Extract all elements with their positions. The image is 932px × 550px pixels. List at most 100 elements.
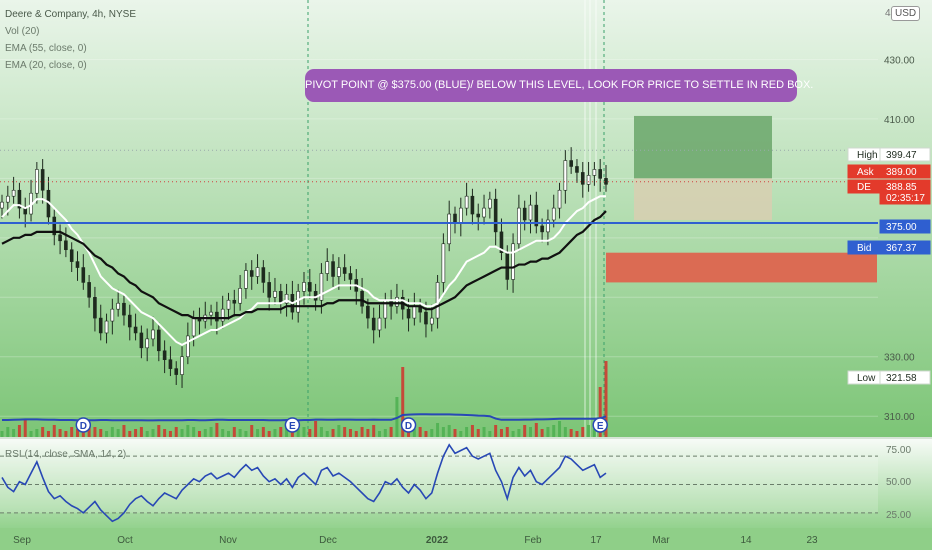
candle-59 xyxy=(342,254,347,281)
event-marker-2: D xyxy=(400,417,417,433)
volume-bar-85 xyxy=(494,425,498,437)
price-label-name-0: High xyxy=(857,150,878,161)
volume-bar-90 xyxy=(523,425,527,437)
candle-body-47 xyxy=(273,291,277,298)
candle-68 xyxy=(395,283,399,314)
volume-bar-76 xyxy=(441,427,445,437)
candle-19 xyxy=(110,298,115,335)
candle-32 xyxy=(186,322,190,365)
rsi-axis-label-1: 50.00 xyxy=(886,477,911,488)
candle-2 xyxy=(11,176,16,204)
candle-36 xyxy=(209,304,213,326)
legend-volume[interactable]: Vol (20) xyxy=(5,26,40,37)
candle-body-32 xyxy=(186,335,190,358)
time-axis-label-7: Mar xyxy=(652,535,670,546)
candle-3 xyxy=(17,182,22,219)
candle-body-29 xyxy=(168,359,173,369)
candle-25 xyxy=(145,328,149,362)
time-axis-label-5: Feb xyxy=(524,535,542,546)
candle-body-71 xyxy=(412,305,417,319)
candle-101 xyxy=(586,162,591,192)
candle-24 xyxy=(139,325,144,359)
volume-bar-102 xyxy=(592,429,596,437)
candle-body-3 xyxy=(17,189,22,209)
ema-lines xyxy=(1,195,607,346)
candle-body-42 xyxy=(244,270,248,289)
candle-body-49 xyxy=(284,294,289,304)
candle-body-10 xyxy=(58,234,62,242)
candle-body-63 xyxy=(366,305,370,319)
pivot-annotation[interactable]: PIVOT POINT @ $375.00 (BLUE)/ BELOW THIS… xyxy=(305,69,813,102)
price-label-value-bg-2 xyxy=(879,179,931,205)
time-axis-label-0: Sep xyxy=(13,535,31,546)
candle-body-82 xyxy=(476,213,481,218)
candle-body-77 xyxy=(447,213,451,245)
candle-body-65 xyxy=(377,317,382,331)
main-pane-background xyxy=(0,0,932,437)
price-axis-label-2: 410.00 xyxy=(884,115,915,126)
currency-button[interactable]: USD xyxy=(891,6,921,21)
candle-45 xyxy=(261,260,266,293)
price-label-value-5: 321.58 xyxy=(886,373,917,384)
volume-bar-42 xyxy=(244,431,248,437)
candle-21 xyxy=(122,295,126,326)
time-axis-label-8: 14 xyxy=(740,535,752,546)
volume-bar-13 xyxy=(76,429,79,437)
volume-bar-99 xyxy=(575,431,579,437)
candle-body-37 xyxy=(215,311,219,322)
price-label-extra-2: 02:35:17 xyxy=(886,193,925,204)
legend-ema-20[interactable]: EMA (20, close, 0) xyxy=(5,60,87,71)
volume-bar-57 xyxy=(331,429,335,437)
candle-body-95 xyxy=(551,207,556,221)
candle-28 xyxy=(162,340,167,374)
candle-body-84 xyxy=(488,198,492,209)
candle-body-9 xyxy=(52,216,57,236)
volume-bar-51 xyxy=(296,429,300,437)
volume-bar-89 xyxy=(517,429,521,437)
candle-body-7 xyxy=(40,169,45,191)
candle-64 xyxy=(371,307,376,344)
candle-16 xyxy=(93,286,97,332)
rsi-line xyxy=(1,443,607,523)
time-axis-background[interactable] xyxy=(0,528,932,550)
candle-90 xyxy=(522,200,527,231)
candle-body-23 xyxy=(133,326,138,334)
volume-bar-20 xyxy=(116,429,120,437)
candle-body-33 xyxy=(191,317,196,337)
volume-bar-93 xyxy=(540,429,544,437)
volume-bar-15 xyxy=(87,425,91,437)
candle-98 xyxy=(569,147,573,174)
volume-bar-10 xyxy=(58,429,62,437)
volume-bar-71 xyxy=(412,429,416,437)
event-circle-2 xyxy=(400,417,417,433)
event-circle-1 xyxy=(284,417,301,433)
candle-body-93 xyxy=(540,225,544,233)
candle-84 xyxy=(488,191,492,219)
price-label-value-bg-3 xyxy=(879,219,931,234)
legend-title[interactable]: Deere & Company, 4h, NYSE xyxy=(5,9,136,20)
candle-body-73 xyxy=(424,311,428,325)
candle-40 xyxy=(232,289,237,317)
volume-bar-72 xyxy=(418,427,422,437)
top-tick-partial: 45 xyxy=(885,8,896,19)
volume-bar-27 xyxy=(157,425,161,437)
candle-81 xyxy=(470,188,475,225)
rsi-panel: RSI (14, close, SMA, 14, 2) 75.00 50.00 25.… xyxy=(0,443,911,523)
volume-bar-2 xyxy=(12,429,16,437)
volume-bar-61 xyxy=(354,431,358,437)
volume-bar-59 xyxy=(343,427,347,437)
candle-53 xyxy=(308,269,312,299)
volume-bar-36 xyxy=(209,427,213,437)
price-axis-label-0: 310.00 xyxy=(884,412,915,423)
candle-body-46 xyxy=(267,282,271,298)
candle-body-96 xyxy=(557,189,562,209)
candle-body-43 xyxy=(249,270,254,277)
candle-body-14 xyxy=(81,267,86,283)
candle-body-64 xyxy=(371,317,376,331)
legend-ema-55[interactable]: EMA (55, close, 0) xyxy=(5,43,87,54)
volume-bar-34 xyxy=(197,431,201,437)
candle-body-44 xyxy=(255,267,260,277)
candle-10 xyxy=(58,224,62,255)
candle-14 xyxy=(81,254,86,290)
